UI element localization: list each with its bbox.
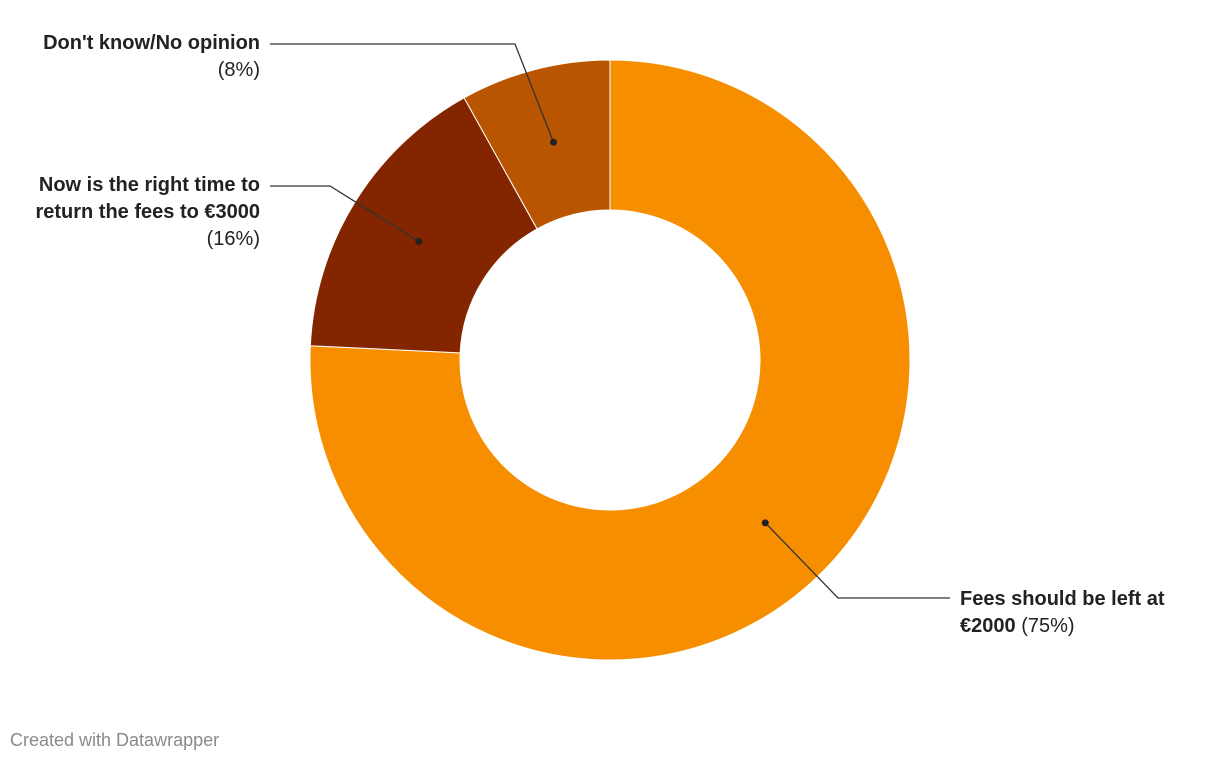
label-category: Now is the right time to return the fees… (35, 174, 260, 223)
donut-slice (309, 59, 911, 661)
leader-line (270, 185, 420, 242)
leader-dot (415, 237, 423, 245)
leader-dot (761, 519, 769, 527)
leader-line (270, 43, 555, 143)
label-value: (75%) (1021, 615, 1075, 637)
slice-label: Don't know/No opinion (8%) (10, 30, 260, 84)
donut-slice (309, 97, 538, 354)
slice-label: Fees should be left at €2000 (75%) (960, 586, 1210, 640)
label-category: Fees should be left at €2000 (960, 588, 1165, 637)
slice-label: Now is the right time to return the fees… (20, 172, 260, 253)
credit: Created with Datawrapper (10, 730, 220, 750)
label-value: (16%) (206, 228, 260, 250)
leader-line (764, 522, 950, 599)
label-value: (8%) (217, 59, 260, 81)
label-category: Don't know/No opinion (43, 32, 260, 54)
leader-dot (549, 138, 557, 146)
donut-slice (463, 59, 611, 230)
